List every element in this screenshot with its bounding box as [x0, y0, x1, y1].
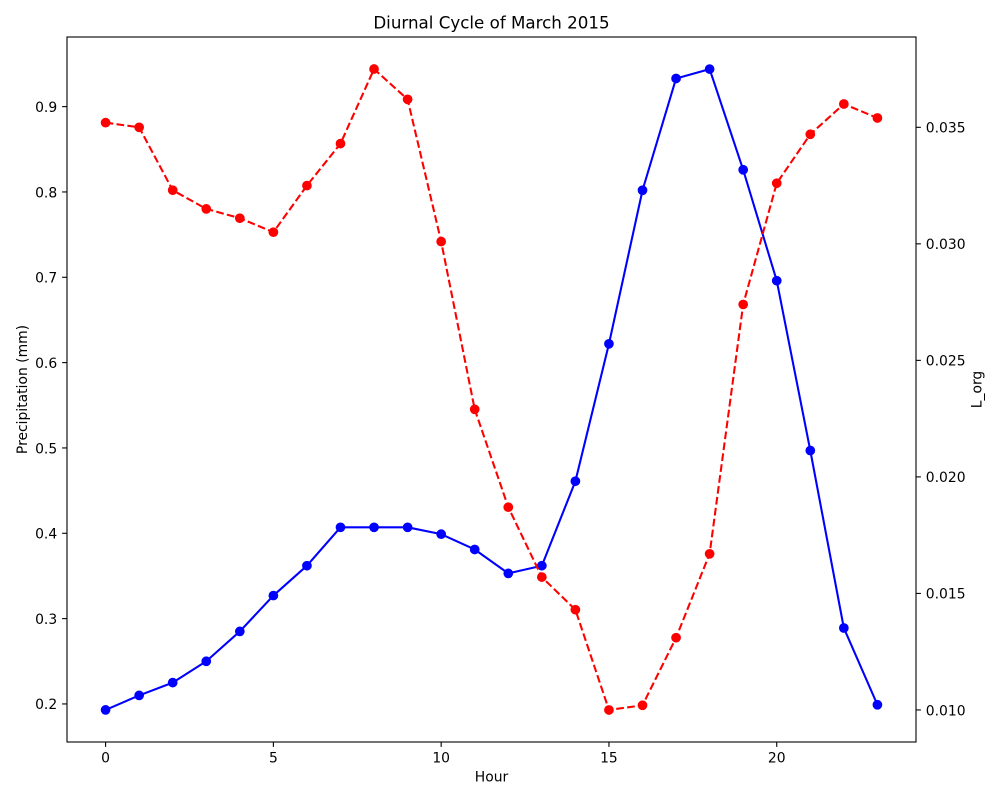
- y-right-axis-label: L_org: [970, 371, 986, 408]
- l-org-point: [503, 502, 514, 513]
- precipitation-mm-point: [469, 544, 480, 555]
- x-tick-label: 20: [768, 750, 786, 766]
- precipitation-mm-point: [838, 623, 849, 633]
- precipitation-mm-point: [268, 590, 279, 601]
- l-org-point: [402, 94, 413, 105]
- precipitation-mm-point: [536, 560, 547, 571]
- l-org-point: [268, 227, 279, 238]
- l-org-point: [134, 122, 145, 133]
- x-tick-label: 15: [600, 750, 618, 766]
- y-left-tick-label: 0.4: [35, 527, 57, 543]
- precipitation-mm-point: [604, 338, 614, 349]
- precipitation-mm-point: [771, 275, 782, 286]
- precipitation-mm-point: [436, 529, 447, 540]
- y-right-tick-label: 0.035: [926, 121, 966, 137]
- y-left-tick-label: 0.7: [35, 271, 57, 287]
- precipitation-mm-point: [872, 699, 883, 710]
- y-right-tick-label: 0.010: [926, 703, 966, 719]
- precipitation-mm-point: [167, 677, 178, 688]
- series-layer: [100, 64, 883, 715]
- l-org-line: [105, 68, 878, 711]
- x-tick-label: 10: [432, 750, 450, 766]
- precipitation-mm-point: [335, 522, 346, 533]
- precipitation-mm-point: [637, 185, 648, 196]
- l-org-point: [436, 236, 447, 247]
- precipitation-mm-series: [100, 64, 883, 715]
- precipitation-mm-point: [302, 560, 312, 571]
- l-org-point: [201, 204, 212, 214]
- l-org-point: [100, 117, 111, 128]
- l-org-point: [738, 299, 749, 310]
- precipitation-mm-point: [704, 64, 715, 74]
- y-right-tick-label: 0.030: [926, 237, 966, 253]
- y-left-tick-label: 0.5: [35, 441, 57, 457]
- l-org-point: [838, 99, 849, 109]
- l-org-point: [302, 180, 312, 191]
- l-org-point: [637, 700, 648, 711]
- l-org-point: [469, 404, 480, 415]
- y-left-tick-label: 0.3: [35, 612, 57, 628]
- plot-area-frame: [66, 36, 917, 743]
- l-org-point: [704, 548, 715, 559]
- l-org-point: [369, 64, 379, 74]
- l-org-point: [805, 129, 816, 140]
- precipitation-mm-point: [570, 476, 581, 487]
- l-org-point: [335, 138, 346, 149]
- y-right-tick-label: 0.025: [926, 354, 966, 370]
- x-tick-label: 5: [269, 750, 278, 766]
- l-org-point: [570, 604, 581, 615]
- x-tick-label: 0: [101, 750, 110, 766]
- precipitation-mm-point: [671, 73, 681, 84]
- l-org-point: [234, 213, 245, 224]
- precipitation-mm-point: [201, 656, 212, 667]
- y-left-tick-label: 0.6: [35, 356, 57, 372]
- y-right-tick-label: 0.015: [926, 587, 966, 603]
- y-left-tick-label: 0.9: [35, 100, 57, 116]
- precipitation-mm-point: [369, 522, 379, 533]
- y-left-tick-label: 0.2: [35, 697, 57, 713]
- l-org-point: [771, 178, 782, 189]
- precipitation-mm-point: [503, 568, 514, 579]
- axis-ticks: 0 5 10 15 20 0.2 0.3 0.4 0.5 0.6 0.7 0.8 0.9 0.010 0.0…: [35, 100, 965, 766]
- y-right-tick-label: 0.020: [926, 470, 966, 486]
- precipitation-mm-point: [805, 445, 816, 456]
- precipitation-mm-point: [234, 626, 245, 637]
- l-org-point: [671, 632, 681, 643]
- l-org-point: [604, 705, 614, 715]
- precipitation-mm-point: [100, 705, 111, 715]
- precipitation-mm-point: [738, 164, 749, 175]
- x-axis-label: Hour: [475, 769, 509, 785]
- precipitation-mm-line: [104, 68, 879, 712]
- l-org-point: [872, 113, 883, 123]
- y-left-axis-label: Precipitation (mm): [15, 325, 31, 454]
- precipitation-mm-point: [134, 690, 145, 701]
- chart-title: Diurnal Cycle of March 2015: [373, 13, 609, 33]
- y-left-tick-label: 0.8: [35, 185, 57, 201]
- l-org-point: [167, 185, 178, 196]
- l-org-series: [100, 64, 883, 715]
- l-org-point: [536, 572, 547, 582]
- precipitation-mm-point: [402, 522, 413, 533]
